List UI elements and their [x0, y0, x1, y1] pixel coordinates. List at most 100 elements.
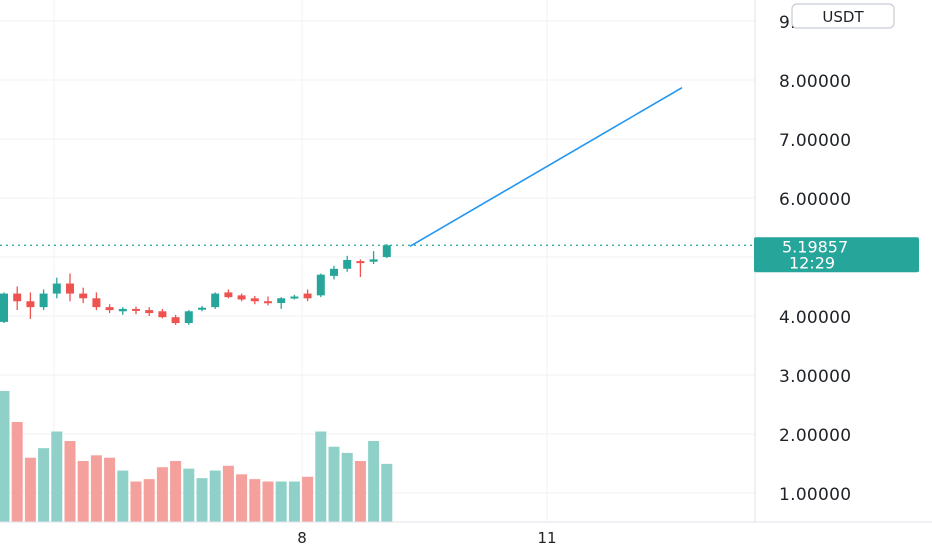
price-tick-label: 6.00000 — [779, 190, 851, 210]
candle — [264, 296, 272, 306]
volume-bar — [104, 457, 116, 522]
candle — [13, 286, 22, 311]
candle — [224, 289, 233, 299]
volume-bar — [64, 441, 76, 522]
price-tick-label: 4.00000 — [779, 308, 851, 328]
volume-bar — [170, 461, 182, 522]
candle-body — [198, 307, 206, 310]
price-tick-label: 8.00000 — [779, 72, 851, 92]
candle-body — [316, 274, 325, 296]
volume-bar — [90, 455, 102, 522]
volume-bar — [183, 468, 195, 522]
volume-bar — [11, 421, 23, 522]
grid-lines — [0, 0, 755, 522]
candle-body — [330, 268, 338, 276]
candle — [118, 307, 127, 315]
candle-body — [92, 298, 101, 308]
candle — [382, 244, 391, 259]
candle — [343, 255, 352, 272]
currency-label[interactable]: USDT — [822, 8, 864, 26]
candle-body — [66, 283, 74, 294]
volume-bar — [143, 479, 155, 522]
candle — [356, 259, 365, 278]
volume-bar — [0, 391, 10, 522]
candle-body — [356, 261, 365, 264]
time-tick-label: 8 — [297, 529, 307, 547]
candle — [92, 292, 101, 311]
volume-bar — [249, 479, 261, 522]
candle-body — [52, 283, 61, 294]
candle-body — [0, 293, 8, 322]
candle — [171, 314, 180, 325]
price-tick-label: 7.00000 — [779, 131, 851, 151]
volume-bar — [130, 481, 142, 522]
price-tick-label: 2.00000 — [779, 426, 851, 446]
candle — [79, 287, 88, 304]
volume-bars — [0, 391, 393, 522]
volume-bar — [302, 476, 314, 522]
volume-bar — [209, 470, 221, 522]
volume-bar — [315, 431, 327, 522]
volume-bar — [275, 481, 287, 522]
volume-bar — [38, 448, 50, 522]
candle-countdown: 12:29 — [789, 253, 835, 272]
candle — [250, 295, 259, 305]
candle-body — [237, 295, 246, 300]
volume-bar — [288, 481, 300, 522]
candle-body — [290, 296, 299, 299]
candle — [52, 277, 61, 299]
candle-body — [343, 259, 352, 269]
candle-body — [382, 245, 391, 257]
candle — [303, 289, 312, 302]
candle — [237, 293, 246, 302]
price-tick-label: 3.00000 — [779, 367, 851, 387]
volume-bar — [368, 441, 380, 522]
volume-bar — [381, 463, 393, 522]
trend-line[interactable] — [409, 86, 683, 247]
candle-body — [303, 293, 312, 299]
volume-bar — [354, 461, 366, 522]
volume-bar — [117, 470, 129, 522]
candle — [211, 292, 220, 309]
candle-body — [145, 310, 154, 314]
candle — [184, 310, 193, 325]
volume-bar — [328, 446, 340, 522]
volume-bar — [24, 457, 36, 522]
volume-bar — [77, 461, 89, 522]
candle-body — [277, 298, 286, 304]
candle-body — [369, 259, 378, 262]
candle-body — [26, 301, 35, 308]
candle — [277, 297, 286, 309]
candle — [0, 292, 8, 324]
candle — [290, 294, 299, 300]
candle-body — [250, 298, 259, 302]
volume-bar — [51, 431, 63, 522]
time-tick-label: 11 — [537, 529, 556, 547]
volume-bar — [222, 465, 234, 522]
candle — [105, 304, 114, 314]
candle-body — [132, 308, 140, 311]
candle-body — [79, 293, 88, 299]
candle — [369, 251, 378, 265]
candle — [66, 273, 74, 302]
candle-body — [13, 293, 22, 302]
candle-body — [39, 293, 48, 308]
candle-body — [171, 317, 180, 324]
candle — [39, 289, 48, 311]
candle-body — [264, 301, 272, 304]
time-axis[interactable]: 8 11 — [297, 529, 556, 547]
candle — [198, 305, 206, 312]
candle-body — [105, 307, 114, 311]
volume-bar — [196, 478, 208, 522]
candle — [26, 292, 35, 319]
volume-bar — [236, 474, 248, 522]
candle-body — [184, 311, 193, 324]
last-price-tag: 5.19857 12:29 — [754, 237, 919, 273]
candle — [330, 265, 338, 280]
volume-bar — [341, 452, 353, 522]
price-tick-label: 1.00000 — [779, 485, 851, 505]
candlestick-series — [0, 244, 391, 325]
currency-selector[interactable]: USDT — [791, 3, 895, 29]
candle — [158, 308, 167, 319]
